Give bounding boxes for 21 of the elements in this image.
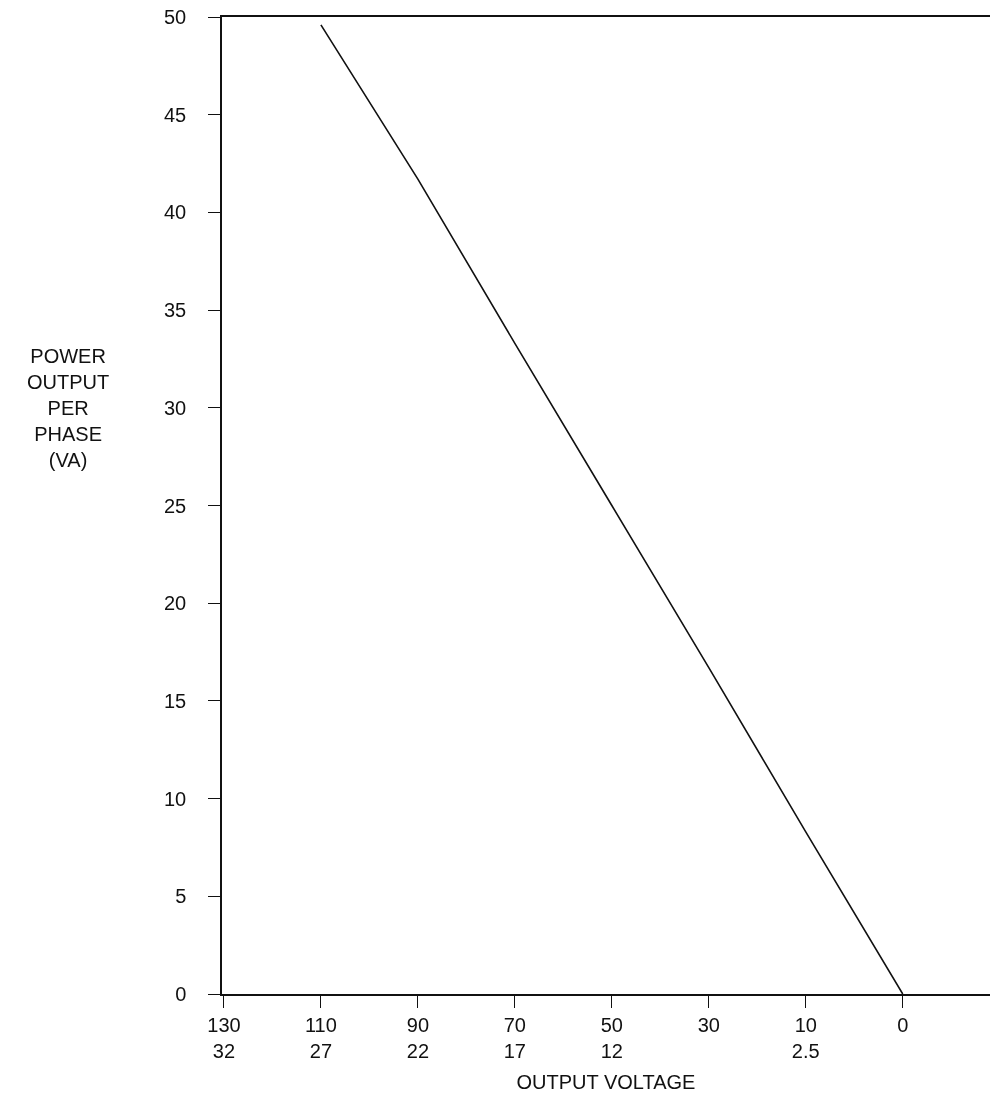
y-tick-label: 15 — [164, 689, 187, 712]
x-tick-label: 30 — [697, 1013, 720, 1036]
y-tick-label: 35 — [164, 299, 187, 322]
x-axis-title: OUTPUT VOLTAGE — [516, 1070, 696, 1093]
y-tick-label: 30 — [164, 396, 187, 419]
x-tick-label: 70 17 — [503, 1013, 526, 1062]
x-tick-label: 10 2.5 — [791, 1013, 820, 1062]
y-axis-title: POWER OUTPUT PER PHASE (VA) — [27, 345, 110, 471]
x-tick-label: 130 32 — [207, 1013, 241, 1062]
y-tick-label: 45 — [164, 103, 187, 126]
y-tick-label: 40 — [164, 201, 187, 224]
x-tick-label: 90 22 — [406, 1013, 430, 1062]
y-tick-label: 50 — [164, 6, 187, 28]
y-tick-label: 10 — [164, 787, 187, 810]
y-tick-label: 5 — [175, 885, 187, 908]
x-tick-label: 0 — [897, 1013, 909, 1036]
x-tick-label: 50 12 — [600, 1013, 623, 1062]
y-tick-label: 25 — [164, 494, 187, 517]
x-tick-label: 110 27 — [304, 1013, 337, 1062]
y-tick-label: 0 — [175, 983, 187, 1005]
y-tick-label: 20 — [164, 592, 187, 615]
